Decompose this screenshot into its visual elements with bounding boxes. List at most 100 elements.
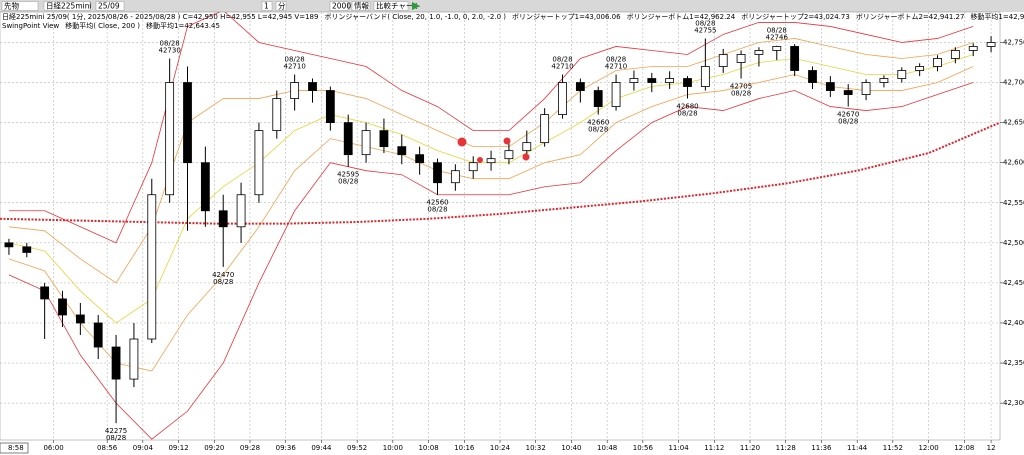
x-tick-label: 11:04 xyxy=(668,444,689,452)
candle-body xyxy=(968,46,978,51)
candle-body xyxy=(111,346,121,380)
swing-price: 42275 xyxy=(105,427,127,435)
header-text: ボリンジャーボトム1=42,962.24 xyxy=(627,13,736,21)
x-tick-label: 06:00 xyxy=(43,444,63,452)
x-tick-label: 11:44 xyxy=(847,444,868,452)
toolbar-label[interactable]: 比較チャート xyxy=(376,1,421,11)
x-tick-label: 09:52 xyxy=(347,444,367,452)
candle-body xyxy=(165,82,175,196)
x-tick-label: 10:56 xyxy=(633,444,654,452)
candle-body xyxy=(397,146,407,156)
swing-price: 42710 xyxy=(551,63,573,71)
toolbar-button[interactable] xyxy=(275,1,287,11)
candle-body xyxy=(272,98,282,132)
x-tick-label: 10:32 xyxy=(526,444,546,452)
swing-price: 42755 xyxy=(694,26,716,34)
candle-body xyxy=(950,50,960,59)
candle-body xyxy=(147,194,157,340)
signal-dot xyxy=(477,157,483,163)
candle-body xyxy=(665,78,675,83)
x-tick-label: 11:12 xyxy=(704,444,724,452)
candle-body xyxy=(218,210,228,228)
candle-body xyxy=(754,50,764,55)
toolbar-button[interactable] xyxy=(261,1,273,11)
x-tick-label: 11:36 xyxy=(811,444,832,452)
toolbar xyxy=(0,0,1024,12)
swing-price: 42730 xyxy=(159,46,181,54)
x-tick-label: 09:04 xyxy=(133,444,154,452)
toolbar-label[interactable]: 先物 xyxy=(4,1,19,11)
candle-body xyxy=(290,82,300,99)
signal-dot xyxy=(503,137,511,145)
candle-body xyxy=(736,54,746,63)
toolbar-label[interactable]: 分 xyxy=(278,2,286,11)
swing-date: 08/28 xyxy=(160,39,180,47)
candle-body xyxy=(575,82,585,91)
toolbar-label[interactable]: 日経225mini xyxy=(46,1,92,11)
toolbar-button[interactable] xyxy=(329,1,349,11)
header-text: ボリンジャーバンド( Close, 20, 1.0, -1.0, 0, 2.0,… xyxy=(324,13,506,21)
x-tick-label: 10:48 xyxy=(597,444,617,452)
candle-body xyxy=(933,58,942,67)
swing-date: 08/28 xyxy=(677,110,697,118)
candle-body xyxy=(40,286,50,300)
candle-body xyxy=(772,46,782,51)
swing-date: 08/28 xyxy=(338,178,358,186)
candle-body xyxy=(718,54,728,67)
toolbar-label[interactable]: 2000 xyxy=(332,2,351,11)
candle-body xyxy=(611,82,621,107)
swing-price: 42680 xyxy=(676,103,698,111)
toolbar-button[interactable] xyxy=(373,1,409,11)
header-text: SwingPoint View xyxy=(2,22,59,30)
cursor-label: 8:58 xyxy=(8,444,24,452)
candle-body xyxy=(22,246,32,253)
candle-body xyxy=(629,78,639,83)
toolbar-button[interactable] xyxy=(95,1,125,11)
swing-date: 08/28 xyxy=(695,19,715,27)
x-tick-label: 12:00 xyxy=(918,444,938,452)
candle-body xyxy=(504,150,514,160)
candle-body xyxy=(75,314,85,324)
candle-body xyxy=(308,82,317,91)
candle-body xyxy=(450,170,460,184)
y-tick-label: 42,650 xyxy=(1003,119,1024,127)
swing-date: 08/28 xyxy=(731,90,751,98)
candle-body xyxy=(183,82,192,164)
candle-body xyxy=(808,70,817,83)
header-text: ボリンジャートップ2=43,024.73 xyxy=(741,13,850,21)
header-text: 移動平均( Close, 200 ) xyxy=(65,21,140,30)
toolbar-button[interactable] xyxy=(351,1,371,11)
toolbar-button[interactable] xyxy=(1,1,39,11)
x-tick-label: 10:16 xyxy=(454,444,475,452)
candle-body xyxy=(558,82,567,115)
candle-body xyxy=(379,130,389,148)
toolbar-label[interactable]: 1 xyxy=(264,2,269,11)
candle-body xyxy=(200,162,210,212)
swing-date: 08/28 xyxy=(767,27,787,35)
candle-body xyxy=(486,158,496,164)
candle-body xyxy=(825,82,835,91)
signal-dot xyxy=(457,137,467,147)
swing-date: 08/28 xyxy=(838,118,858,126)
x-tick-label: 09:44 xyxy=(311,444,332,452)
candle-body xyxy=(415,154,425,164)
swing-price: 42660 xyxy=(587,119,609,127)
candle-body xyxy=(861,82,871,95)
x-tick-label: 11:20 xyxy=(740,444,760,452)
play-icon[interactable] xyxy=(412,2,420,10)
toolbar-button[interactable] xyxy=(43,1,91,11)
header-text: 移動平均1=42,983.08 xyxy=(970,12,1024,21)
x-tick-label: 10:08 xyxy=(418,444,438,452)
swing-date: 08/28 xyxy=(285,56,305,64)
candle-body xyxy=(58,298,67,316)
toolbar-label[interactable]: 情報 xyxy=(354,1,369,11)
candle-body xyxy=(343,122,353,156)
x-tick-label: 10:24 xyxy=(490,444,511,452)
candle-body xyxy=(683,78,692,87)
grid xyxy=(0,12,1000,440)
x-tick-label: 09:12 xyxy=(168,444,188,452)
cursor-box xyxy=(0,442,29,454)
swing-price: 42746 xyxy=(766,34,789,42)
toolbar-label[interactable]: 25/09 xyxy=(98,2,120,11)
swing-price: 42470 xyxy=(212,271,234,279)
